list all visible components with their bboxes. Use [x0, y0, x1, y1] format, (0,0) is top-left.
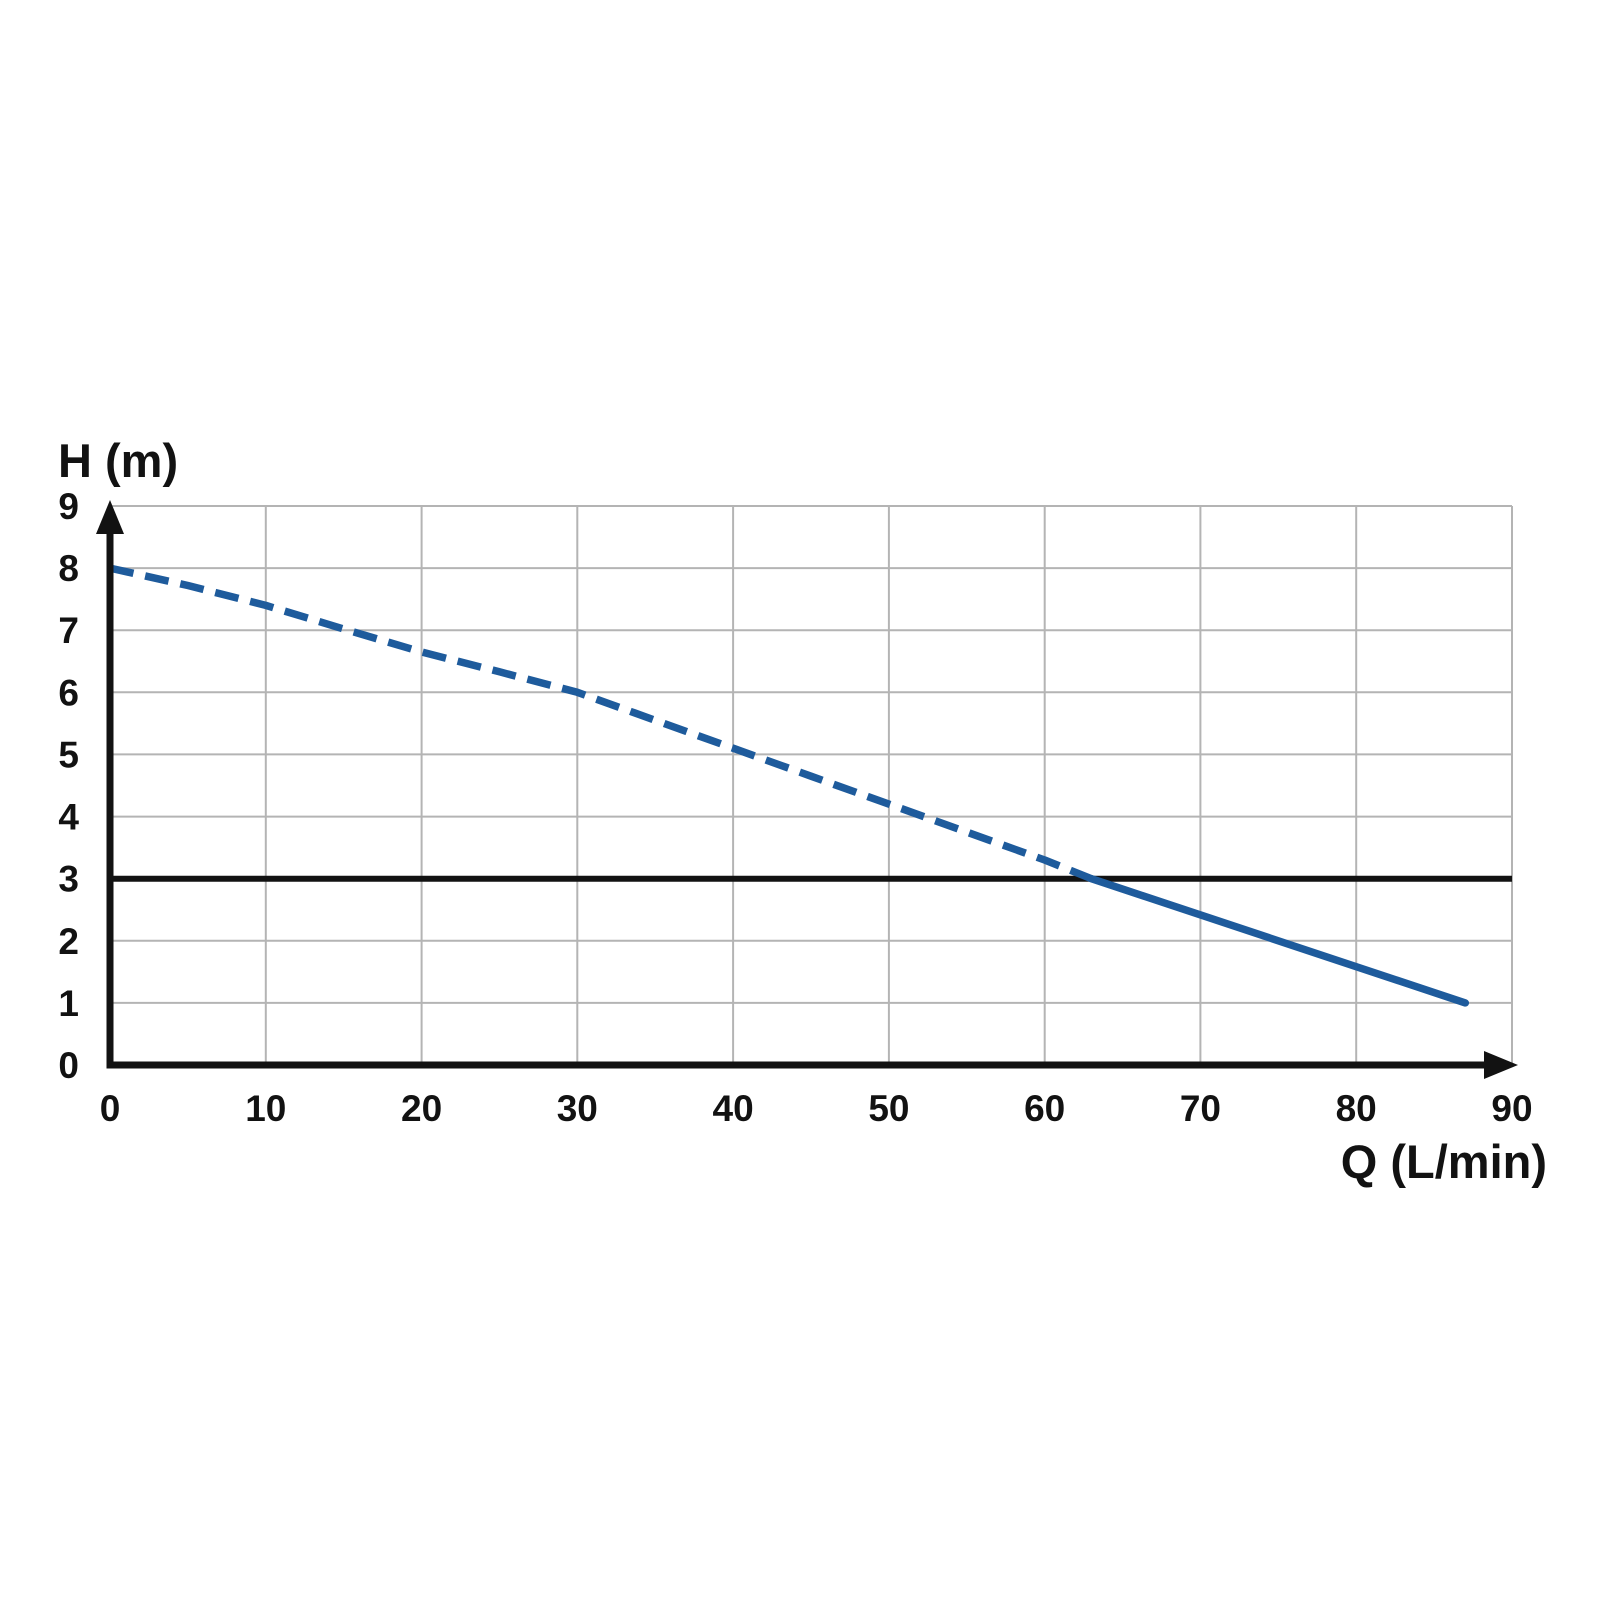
grid-lines — [109, 505, 1513, 1066]
x-axis-title: Q (L/min) — [1341, 1135, 1547, 1188]
y-tick-label-5: 5 — [58, 734, 79, 775]
y-tick-labels: 0 1 2 3 4 5 6 7 8 9 — [58, 486, 79, 1086]
y-tick-label-4: 4 — [58, 797, 79, 838]
axes — [96, 500, 1518, 1079]
x-tick-label-30: 30 — [557, 1088, 598, 1129]
x-tick-label-90: 90 — [1491, 1088, 1532, 1129]
x-tick-label-10: 10 — [245, 1088, 286, 1129]
y-axis-arrow-icon — [96, 500, 124, 534]
x-tick-label-0: 0 — [100, 1088, 121, 1129]
y-tick-label-7: 7 — [58, 610, 79, 651]
x-tick-labels: 0 10 20 30 40 50 60 70 80 90 — [100, 1088, 1533, 1129]
x-tick-label-60: 60 — [1024, 1088, 1065, 1129]
y-tick-label-8: 8 — [58, 548, 79, 589]
x-tick-label-70: 70 — [1180, 1088, 1221, 1129]
x-tick-label-80: 80 — [1336, 1088, 1377, 1129]
pump-head-curve-solid — [1087, 874, 1470, 1007]
x-tick-label-50: 50 — [868, 1088, 909, 1129]
x-tick-label-20: 20 — [401, 1088, 442, 1129]
y-tick-label-1: 1 — [58, 983, 79, 1024]
y-tick-label-9: 9 — [58, 486, 79, 527]
y-tick-label-3: 3 — [58, 859, 79, 900]
x-axis-arrow-icon — [1484, 1051, 1518, 1079]
y-tick-label-6: 6 — [58, 672, 79, 713]
pump-curve-series — [109, 564, 1470, 1007]
y-tick-label-2: 2 — [58, 921, 79, 962]
x-tick-label-40: 40 — [713, 1088, 754, 1129]
y-tick-label-0: 0 — [58, 1045, 79, 1086]
y-axis-title: H (m) — [58, 434, 178, 487]
pump-head-curve-dashed — [109, 564, 1093, 883]
